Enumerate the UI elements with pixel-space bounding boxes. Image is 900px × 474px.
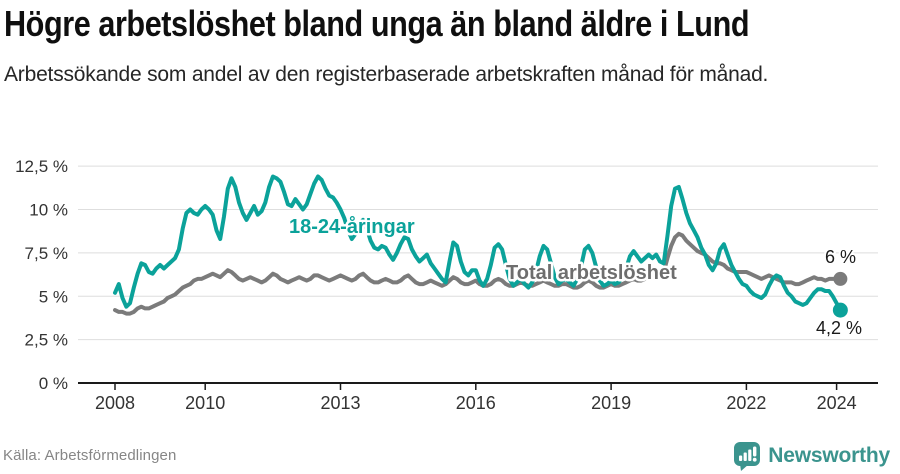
y-axis-label: 5 % — [39, 287, 68, 306]
x-axis-label: 2022 — [726, 393, 766, 413]
end-value-label-youth: 4,2 % — [816, 318, 862, 338]
series-end-dot-youth — [832, 302, 848, 318]
source-note: Källa: Arbetsförmedlingen — [3, 447, 177, 464]
newsworthy-logo[interactable]: Newsworthy — [733, 441, 890, 471]
x-axis-label: 2010 — [185, 393, 225, 413]
newsworthy-logo-text: Newsworthy — [768, 444, 890, 467]
y-axis-label: 10 % — [29, 201, 68, 220]
y-axis-label: 7,5 % — [25, 244, 68, 263]
y-axis-label: 2,5 % — [25, 331, 68, 350]
x-axis-label: 2008 — [95, 393, 135, 413]
y-axis-group: 0 % 2,5 % 5 % 7,5 % 10 % 12,5 % — [15, 157, 68, 393]
x-axis-label: 2019 — [591, 393, 631, 413]
series-labels-group: Total arbetslöshet 6 % 18-24-åringar 4,2 % — [287, 213, 865, 341]
x-axis-label: 2024 — [817, 393, 857, 413]
series-line-total — [113, 231, 843, 316]
chart-subtitle: Arbetssökande som andel av den registerb… — [4, 63, 769, 86]
series-label-total: Total arbetslöshet — [506, 262, 677, 284]
series-lines-group — [113, 174, 848, 318]
newsworthy-chart-bubble-icon — [734, 442, 761, 471]
series-label-youth: 18-24-åringar — [289, 215, 415, 238]
series-end-dot-total — [833, 271, 848, 286]
y-axis-label: 12,5 % — [15, 157, 68, 176]
end-value-label-total: 6 % — [825, 247, 856, 267]
chart-title: Högre arbetslöshet bland unga än bland ä… — [4, 3, 750, 44]
x-axis-label: 2016 — [456, 393, 496, 413]
x-axis-label: 2013 — [320, 393, 360, 413]
x-axis-group: 2008 2010 2013 2016 2019 2022 2024 — [95, 383, 857, 413]
y-axis-label: 0 % — [39, 374, 68, 393]
series-line-youth — [113, 174, 843, 313]
